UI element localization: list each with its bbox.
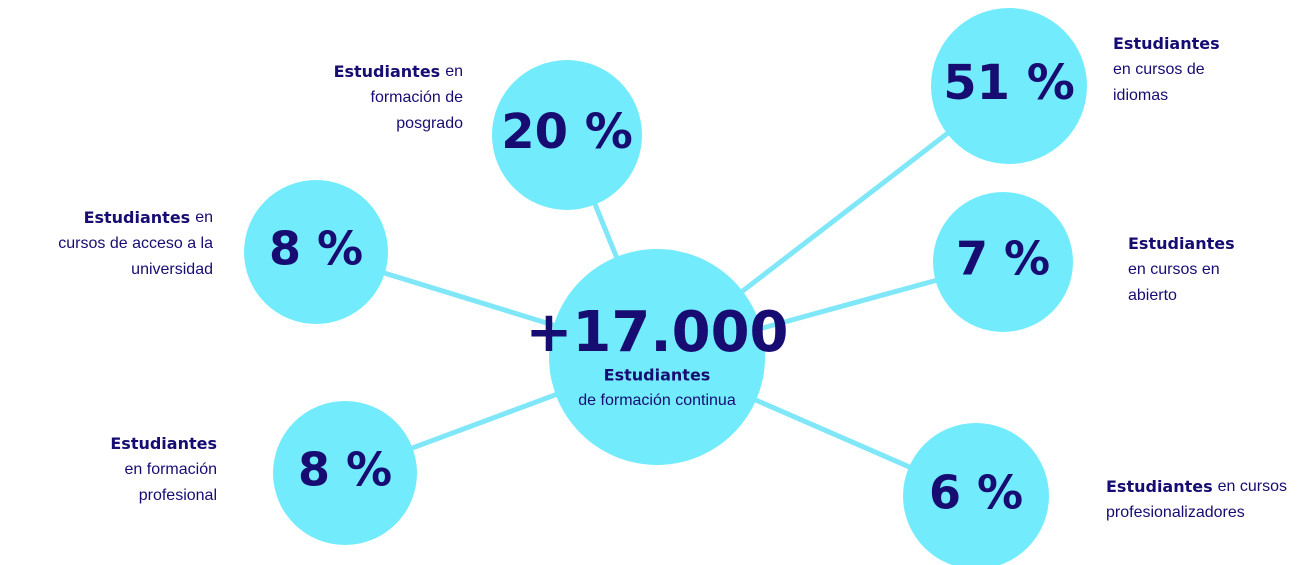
node-circle	[903, 423, 1049, 565]
label-line: en cursos de	[1113, 61, 1205, 78]
node-label: Estudiantes en cursos en abierto	[1128, 234, 1235, 305]
node-label: Estudiantes en formación profesional	[110, 434, 217, 505]
label-line: en cursos en	[1128, 261, 1220, 278]
node-circle	[244, 180, 388, 324]
node-label: Estudiantes en cursos de idiomas	[1113, 34, 1220, 105]
node-value: 7 %	[956, 232, 1050, 286]
label-line: profesionalizadores	[1106, 504, 1245, 521]
center-text: de formación continua	[578, 392, 736, 409]
node-label: Estudiantes en formación de posgrado	[334, 62, 464, 133]
label-strong: Estudiantes	[1113, 34, 1220, 53]
center-strong: Estudiantes	[604, 366, 711, 385]
center-value: +17.000	[525, 300, 788, 365]
label-line: profesional	[139, 487, 217, 504]
label-strong: Estudiantes	[84, 208, 191, 227]
label-line: abierto	[1128, 287, 1177, 304]
node-circle	[273, 401, 417, 545]
label-line: en formación	[125, 461, 218, 478]
label-strong: Estudiantes	[1128, 234, 1235, 253]
center-circle	[549, 249, 765, 465]
label-line: en cursos	[1218, 478, 1287, 495]
label-line: universidad	[131, 261, 213, 278]
label-line: en	[195, 209, 213, 226]
node-value: 8 %	[298, 443, 392, 497]
label-line: formación de	[371, 89, 464, 106]
node-circle	[931, 8, 1087, 164]
label-line: idiomas	[1113, 87, 1168, 104]
label-line: en	[445, 63, 463, 80]
node-value: 6 %	[929, 466, 1023, 520]
node-value: 20 %	[501, 104, 633, 160]
label-line: cursos de acceso a la	[58, 235, 213, 252]
label-strong: Estudiantes	[1106, 477, 1213, 496]
node-value: 8 %	[269, 222, 363, 276]
label-strong: Estudiantes	[334, 62, 441, 81]
node-circle	[933, 192, 1073, 332]
node-label: Estudiantes en cursos profesionalizadores	[1106, 477, 1287, 522]
node-circle	[492, 60, 642, 210]
node-label: Estudiantes en cursos de acceso a la univer…	[58, 208, 213, 279]
node-value: 51 %	[943, 55, 1075, 111]
label-line: posgrado	[396, 115, 463, 132]
label-strong: Estudiantes	[110, 434, 217, 453]
